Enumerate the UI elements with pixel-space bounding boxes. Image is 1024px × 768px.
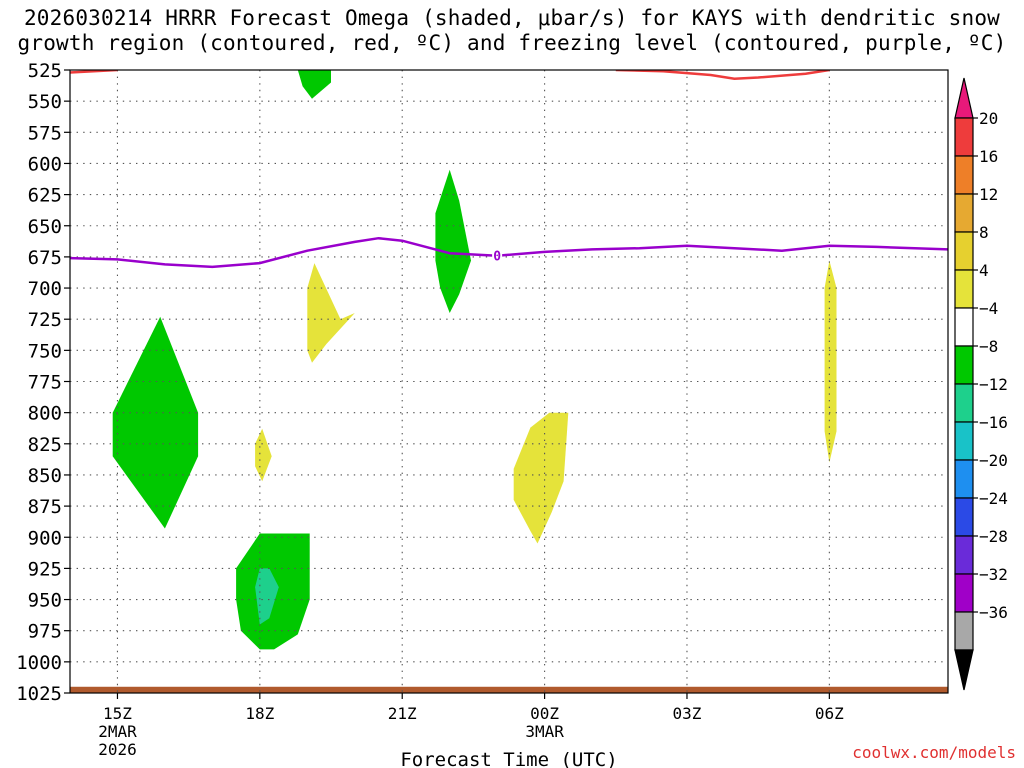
x-axis-label: Forecast Time (UTC) xyxy=(400,749,617,768)
freezing-level-label-bg xyxy=(492,247,503,263)
x-tick-date-15Z: 2MAR xyxy=(98,722,137,741)
dendritic-growth-region-line-2 xyxy=(615,70,830,80)
colorbar-top-arrow xyxy=(954,77,974,119)
x-tick-date-00Z: 3MAR xyxy=(525,722,564,741)
omega-region-6 xyxy=(255,428,272,482)
colorbar-swatch-5 xyxy=(954,307,974,347)
colorbar-swatch-11 xyxy=(954,535,974,575)
y-tick-label-900: 900 xyxy=(28,527,62,549)
colorbar-swatch-7 xyxy=(954,383,974,423)
colorbar-label-9: −20 xyxy=(979,451,1008,470)
y-tick-label-850: 850 xyxy=(28,465,62,487)
surface-band xyxy=(70,686,948,693)
colorbar-swatch-6 xyxy=(954,345,974,385)
y-axis-pressure: 525 550 575 600 625 650 675 700 725 750 775 800 825 8… xyxy=(16,60,70,705)
colorbar-label-4: 4 xyxy=(979,261,989,280)
colorbar-label-7: −12 xyxy=(979,375,1008,394)
y-tick-label-550: 550 xyxy=(28,91,62,113)
colorbar-swatch-1 xyxy=(954,155,974,195)
y-tick-label-725: 725 xyxy=(28,309,62,331)
omega-region-2 xyxy=(435,169,471,313)
chart-title-line-1: 2026030214 HRRR Forecast Omega (shaded, … xyxy=(23,6,1001,30)
colorbar-label-3: 8 xyxy=(979,223,989,242)
colorbar-label-5: −4 xyxy=(979,299,998,318)
colorbar-swatch-3 xyxy=(954,231,974,271)
y-tick-label-875: 875 xyxy=(28,496,62,518)
omega-region-4 xyxy=(255,568,279,625)
omega-region-5 xyxy=(307,263,355,363)
colorbar-swatch-13 xyxy=(954,611,974,651)
colorbar-swatch-10 xyxy=(954,497,974,537)
y-tick-label-675: 675 xyxy=(28,247,62,269)
y-tick-label-700: 700 xyxy=(28,278,62,300)
y-tick-label-600: 600 xyxy=(28,153,62,175)
colorbar-label-1: 16 xyxy=(979,147,998,166)
credit-text: coolwx.com/models xyxy=(852,743,1016,762)
colorbar-label-12: −32 xyxy=(979,565,1008,584)
colorbar-label-2: 12 xyxy=(979,185,998,204)
colorbar: 20 16 12 8 4 −4 −8 −12 −16 −20 −24 −28 −32 −36 xyxy=(954,77,1008,691)
y-tick-label-775: 775 xyxy=(28,372,62,394)
colorbar-swatch-4 xyxy=(954,269,974,309)
colorbar-swatch-8 xyxy=(954,421,974,461)
x-tick-label-00Z: 00Z xyxy=(530,704,559,723)
chart-title-line-2: growth region (contoured, red, ºC) and f… xyxy=(17,31,1007,55)
y-tick-label-625: 625 xyxy=(28,185,62,207)
y-tick-label-950: 950 xyxy=(28,590,62,612)
colorbar-label-10: −24 xyxy=(979,489,1008,508)
x-tick-label-03Z: 03Z xyxy=(673,704,702,723)
freezing-level-line-0 xyxy=(70,236,948,269)
colorbar-label-11: −28 xyxy=(979,527,1008,546)
y-tick-label-1000: 1000 xyxy=(16,652,62,674)
colorbar-label-13: −36 xyxy=(979,603,1008,622)
y-tick-label-925: 925 xyxy=(28,558,62,580)
chart-title: 2026030214 HRRR Forecast Omega (shaded, … xyxy=(0,6,1024,56)
y-tick-label-975: 975 xyxy=(28,621,62,643)
omega-region-1 xyxy=(297,70,331,99)
omega-region-7 xyxy=(513,412,569,544)
colorbar-label-0: 20 xyxy=(979,109,998,128)
omega-region-0 xyxy=(112,316,199,529)
colorbar-label-6: −8 xyxy=(979,337,998,356)
y-tick-label-525: 525 xyxy=(28,60,62,82)
x-tick-label-15Z: 15Z xyxy=(103,704,132,723)
gridlines xyxy=(70,69,948,694)
colorbar-swatch-9 xyxy=(954,459,974,499)
y-tick-label-650: 650 xyxy=(28,216,62,238)
colorbar-swatch-12 xyxy=(954,573,974,613)
x-tick-label-06Z: 06Z xyxy=(815,704,844,723)
colorbar-label-8: −16 xyxy=(979,413,1008,432)
colorbar-bottom-arrow xyxy=(954,649,974,691)
colorbar-swatch-0 xyxy=(954,117,974,157)
x-tick-label-18Z: 18Z xyxy=(245,704,274,723)
contour-lines-layer: 0 xyxy=(70,70,948,269)
freezing-level-label: 0 xyxy=(493,250,501,265)
omega-region-8 xyxy=(824,260,837,463)
x-tick-year-15Z: 2026 xyxy=(98,740,137,759)
omega-shading-layer xyxy=(70,70,948,693)
y-tick-label-800: 800 xyxy=(28,403,62,425)
y-tick-label-750: 750 xyxy=(28,340,62,362)
y-tick-label-1025: 1025 xyxy=(16,683,62,705)
y-tick-label-825: 825 xyxy=(28,434,62,456)
y-tick-label-575: 575 xyxy=(28,122,62,144)
colorbar-swatch-2 xyxy=(954,193,974,233)
x-tick-label-21Z: 21Z xyxy=(388,704,417,723)
